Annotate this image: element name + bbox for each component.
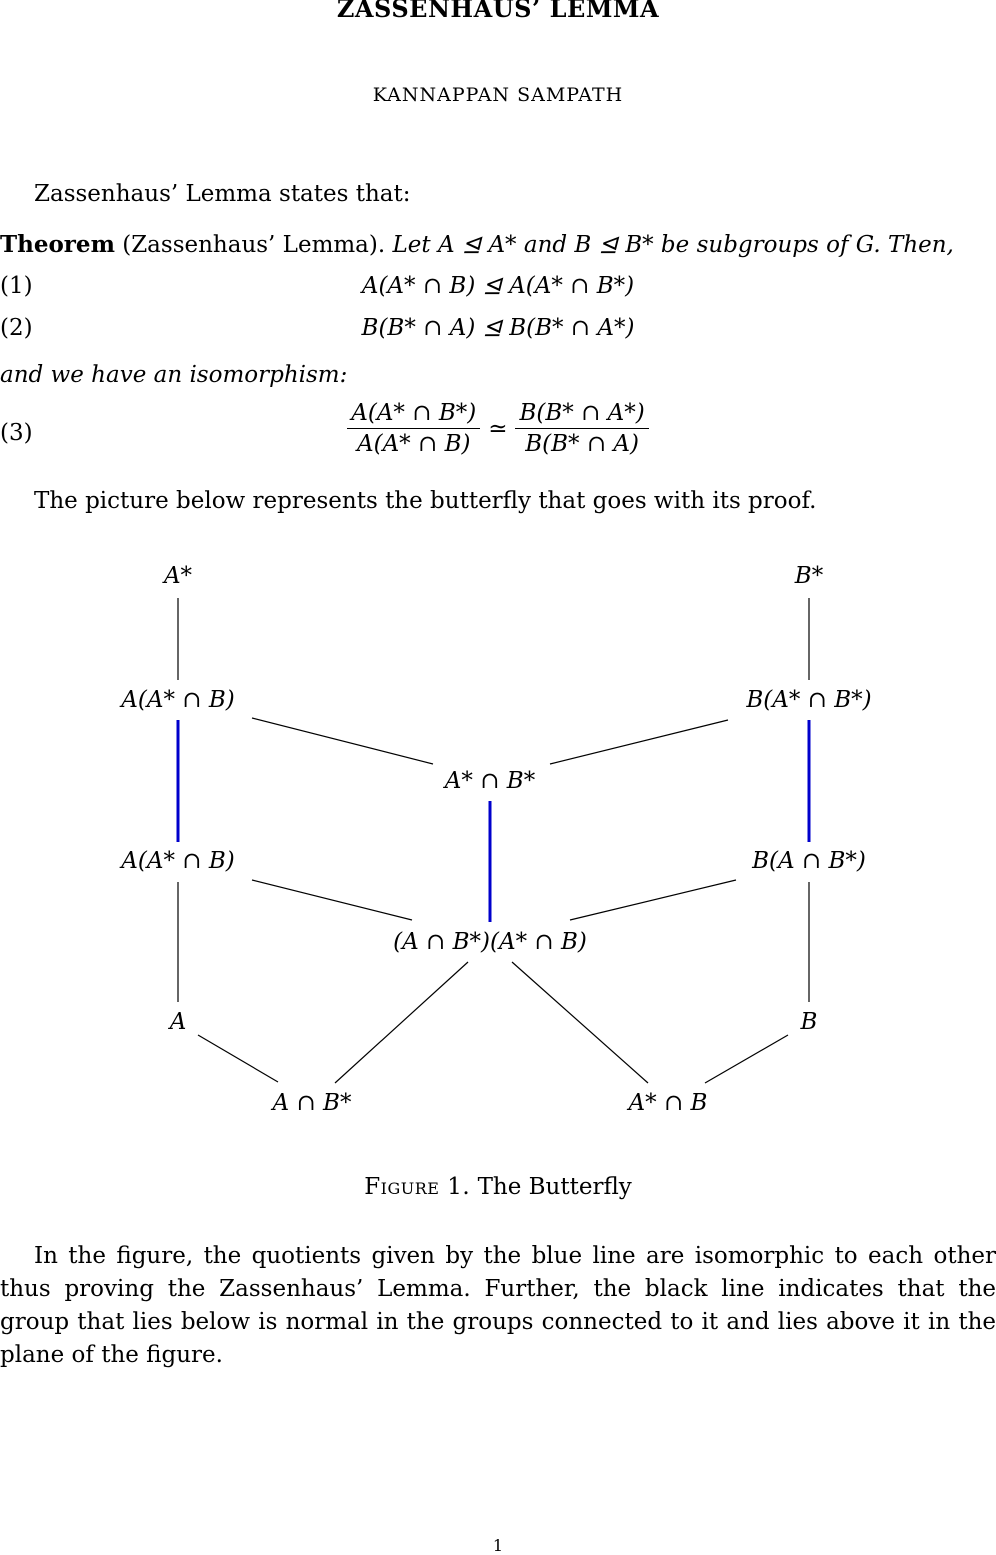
node-astar-cap-bstar: A* ∩ B* bbox=[443, 768, 536, 794]
right-fraction: B(B* ∩ A*) B(B* ∩ A) bbox=[515, 400, 649, 457]
node-b-astar-cap-bstar: B(A* ∩ B*) bbox=[745, 687, 871, 713]
theorem-name: (Zassenhaus’ Lemma). bbox=[122, 232, 386, 258]
edge-aastarb-astarbstar bbox=[251, 717, 434, 765]
closing-paragraph: In the figure, the quotients given by th… bbox=[0, 1240, 996, 1372]
isomorphism-symbol: ≃ bbox=[488, 415, 508, 442]
edge-bastarbstar-astarbstar bbox=[549, 719, 729, 765]
theorem-statement: Theorem (Zassenhaus’ Lemma). Let A ⊴ A* … bbox=[0, 228, 996, 262]
right-denominator: B(B* ∩ A) bbox=[525, 431, 639, 457]
node-b: B bbox=[800, 1009, 818, 1035]
edge-product-abstar bbox=[334, 961, 469, 1084]
node-a-astar-cap-b-mid: A(A* ∩ B) bbox=[119, 848, 234, 874]
left-denominator: A(A* ∩ B) bbox=[356, 431, 471, 457]
node-product: (A ∩ B*)(A* ∩ B) bbox=[393, 929, 587, 955]
equation-3: A(A* ∩ B*) A(A* ∩ B) ≃ B(B* ∩ A*) B(B* ∩… bbox=[0, 400, 996, 457]
node-astar: A* bbox=[162, 563, 193, 589]
right-numerator: B(B* ∩ A*) bbox=[515, 400, 649, 429]
equation-2: B(B* ∩ A) ⊴ B(B* ∩ A*) bbox=[361, 315, 635, 341]
closing-text: In the figure, the quotients given by th… bbox=[0, 1243, 996, 1368]
figure-caption: Figure 1. The Butterfly bbox=[0, 1174, 996, 1200]
paper-title: ZASSENHAUS’ LEMMA bbox=[336, 0, 660, 23]
theorem-label: Theorem bbox=[0, 231, 115, 258]
node-b-a-cap-bstar: B(A ∩ B*) bbox=[751, 848, 866, 874]
node-a-cap-bstar: A ∩ B* bbox=[271, 1090, 352, 1116]
butterfly-diagram: A* B* A(A* ∩ B) B(A* ∩ B*) A* ∩ B* A(A* … bbox=[119, 563, 871, 1116]
edge-product-astarb bbox=[511, 961, 649, 1084]
picture-intro: The picture below represents the butterf… bbox=[34, 488, 817, 514]
edge-babstar-product bbox=[569, 879, 737, 921]
left-fraction: A(A* ∩ B*) A(A* ∩ B) bbox=[347, 400, 481, 457]
page-number: 1 bbox=[492, 1536, 504, 1555]
edge-a-abstar bbox=[197, 1034, 279, 1083]
figure-label: Figure 1. bbox=[364, 1174, 471, 1200]
isomorphism-intro: and we have an isomorphism: bbox=[0, 362, 348, 388]
figure-title: The Butterfly bbox=[477, 1174, 632, 1200]
theorem-text: Let A ⊴ A* and B ⊴ B* be subgroups of G.… bbox=[392, 232, 954, 258]
node-astar-cap-b: A* ∩ B bbox=[627, 1090, 708, 1116]
edge-b-astarb bbox=[704, 1034, 789, 1084]
node-a-astar-cap-b-top: A(A* ∩ B) bbox=[119, 687, 234, 713]
author-name: KANNAPPAN SAMPATH bbox=[372, 84, 624, 106]
left-numerator: A(A* ∩ B*) bbox=[347, 400, 481, 429]
edge-aastarb-mid-product bbox=[251, 879, 413, 921]
equation-1: A(A* ∩ B) ⊴ A(A* ∩ B*) bbox=[361, 273, 635, 299]
equation-3-number: (3) bbox=[0, 420, 33, 446]
intro-sentence: Zassenhaus’ Lemma states that: bbox=[34, 181, 411, 207]
node-bstar: B* bbox=[794, 563, 824, 589]
equation-2-number: (2) bbox=[0, 315, 33, 341]
equation-1-number: (1) bbox=[0, 273, 33, 299]
node-a: A bbox=[168, 1009, 187, 1035]
